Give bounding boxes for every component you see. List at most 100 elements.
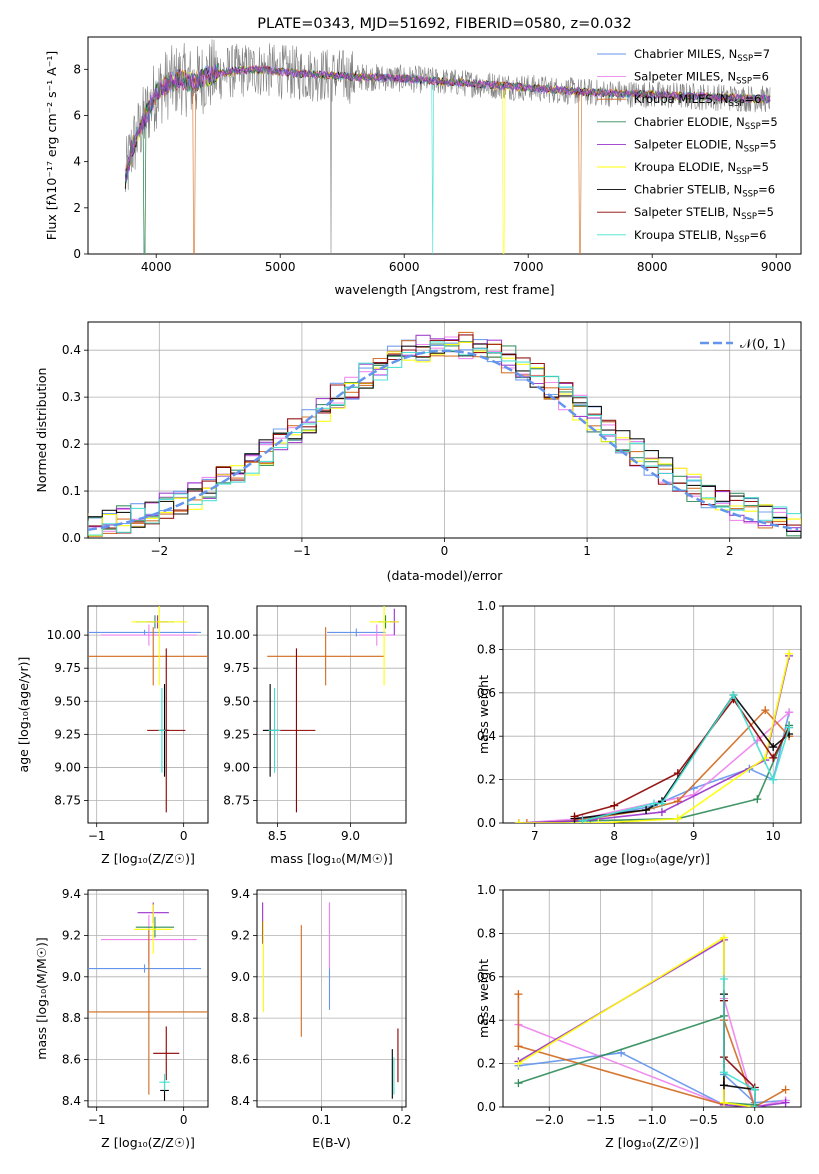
age_vs_mass-ytick-label: 9.00 (223, 760, 250, 774)
spectrum-title: PLATE=0343, MJD=51692, FIBERID=0580, z=0… (257, 16, 631, 32)
legend-entry-count: =6 (752, 70, 769, 84)
massweight_vs_age-marker (785, 649, 794, 658)
massweight_vs_Z-ytick-label: 0.4 (477, 1013, 496, 1027)
mass_vs_ebv-ytick-label: 9.2 (231, 928, 250, 942)
massweight_vs_age-marker (673, 769, 682, 778)
mass_vs_Z-ytick-label: 9.0 (62, 970, 81, 984)
legend-entry-count: =6 (749, 228, 766, 242)
mass_vs_ebv-plot-area (262, 902, 399, 1099)
age_vs_Z-frame (87, 605, 209, 824)
massweight_vs_age-marker (769, 743, 778, 752)
massweight_vs_age-marker (785, 708, 794, 717)
legend-entry-name: Chabrier MILES, N (634, 47, 737, 61)
massweight_vs_Z-marker (514, 1042, 523, 1051)
mass_vs_Z-plot-area (88, 902, 208, 1101)
massweight_vs_Z-ytick-label: 0.6 (477, 970, 496, 984)
legend-entry-sub: SSP (736, 77, 752, 87)
legend-entry-name: Salpeter MILES, N (634, 70, 736, 84)
legend-entry-sub: SSP (744, 144, 760, 154)
legend-entry-1: Chabrier MILES, NSSP=7 (634, 47, 770, 64)
age_vs_mass-ytick-label: 9.50 (223, 694, 250, 708)
spectrum-xtick-label: 6000 (389, 260, 420, 274)
mass_vs_Z-ytick-label: 9.4 (62, 887, 81, 901)
spectrum-xtick-label: 9000 (761, 260, 792, 274)
spectrum-ytick-label: 4 (73, 155, 81, 169)
legend-entry-sub: SSP (745, 122, 761, 132)
spectrum-frame (87, 36, 802, 255)
massweight_vs_Z-marker (719, 1098, 728, 1107)
residual-histogram-8 (88, 334, 801, 534)
legend-entry-sub: SSP (736, 167, 752, 177)
massweight_vs_age-ytick-label: 0.6 (477, 686, 496, 700)
observed-spectrum (124, 39, 771, 254)
spectrum-xtick-label: 4000 (141, 260, 172, 274)
spectrum-xlabel: wavelength [Angstrom, rest frame] (334, 282, 554, 297)
massweight_vs_age-xlabel: age [log₁₀(age/yr)] (594, 851, 710, 866)
massweight_vs_Z-marker (781, 1098, 790, 1107)
massweight_vs_age-axes: 7 8 9 10 0.0 0.2 0.4 0.6 0.8 1.0 (477, 599, 802, 843)
massweight_vs_age-marker (514, 819, 523, 823)
legend-entry-name: Kroupa MILES, N (634, 92, 729, 106)
mass_vs_ebv-ytick-label: 9.0 (231, 970, 250, 984)
age_vs_mass-plot-area (262, 606, 399, 813)
mass_vs_Z-ylabel: mass [log₁₀(M/M☉)] (34, 937, 49, 1059)
mass_vs_Z-ytick-label: 8.6 (62, 1052, 81, 1066)
massweight_vs_Z-ytick-label: 0.8 (477, 926, 496, 940)
residual-histogram-9 (88, 341, 801, 536)
massweight_vs_age-marker (657, 799, 666, 808)
massweight_vs_Z-ytick-label: 1.0 (477, 883, 496, 897)
legend-entry-count: =5 (760, 137, 777, 151)
mass_vs_ebv-axes: 0.1 0.2 8.4 8.6 8.8 9.0 9.2 9.4 (231, 887, 412, 1127)
mass_vs_ebv-frame (256, 889, 407, 1108)
residuals-ytick-label: 0.3 (62, 390, 81, 404)
legend-entry-2: Salpeter MILES, NSSP=6 (634, 70, 769, 87)
massweight_vs_age-frame (502, 605, 802, 824)
massweight_vs_age-marker (594, 819, 603, 823)
legend-entry-sub: SSP (734, 235, 750, 245)
massweight_vs_age-ytick-label: 0.2 (477, 773, 496, 787)
mass_vs_ebv-ytick-label: 8.6 (231, 1052, 250, 1066)
massweight_vs_age-ytick-label: 0.4 (477, 729, 496, 743)
legend-entry-4: Chabrier ELODIE, NSSP=5 (634, 115, 778, 132)
mass_vs_ebv-xlabel: E(B-V) (312, 1135, 351, 1150)
age_vs_mass-ytick-label: 9.25 (223, 727, 250, 741)
age_vs_mass-ytick-label: 9.75 (223, 661, 250, 675)
massweight_vs_age-ytick-label: 0.8 (477, 642, 496, 656)
age_vs_Z-ytick-label: 9.50 (54, 694, 81, 708)
age_vs_mass-ytick-label: 8.75 (223, 794, 250, 808)
age_vs_Z-ylabel: age [log₁₀(age/yr)] (16, 657, 31, 773)
massweight_vs_Z-series-6 (517, 936, 755, 1107)
residuals-ytick-label: 0.2 (62, 437, 81, 451)
age_vs_Z-xtick-label: 0 (180, 829, 188, 843)
massweight_vs_Z-marker (719, 1068, 728, 1077)
spectrum-ytick-label: 0 (73, 247, 81, 261)
massweight_vs_Z-marker (514, 1079, 523, 1088)
massweight_vs_age-ytick-label: 1.0 (477, 599, 496, 613)
massweight_vs_age-ylabel: mass weight (476, 675, 491, 754)
age_vs_mass-xtick-label: 9.0 (341, 829, 360, 843)
massweight_vs_age-marker (610, 801, 619, 810)
legend-entry-6: Kroupa ELODIE, NSSP=5 (634, 160, 769, 177)
spectrum-ytick-label: 8 (73, 62, 81, 76)
massweight_vs_Z-xtick-label: −1.0 (637, 1113, 666, 1127)
spectrum-ytick-label: 2 (73, 201, 81, 215)
massweight_vs_Z-marker (750, 1085, 759, 1094)
residuals-axes: −2 −1 0 1 2 0.0 0.1 0.2 0.3 0.4 (62, 321, 802, 558)
legend-entry-count: =7 (753, 47, 770, 61)
massweight_vs_age-marker (673, 814, 682, 823)
massweight_vs_Z-ytick-label: 0.2 (477, 1057, 496, 1071)
massweight_vs_age-marker (649, 799, 658, 808)
age_vs_mass-frame (256, 605, 407, 824)
legend-entry-name: Kroupa ELODIE, N (634, 160, 736, 174)
spectrum-xtick-label: 8000 (637, 260, 668, 274)
age_vs_mass-xlabel: mass [log₁₀(M/M☉)] (270, 851, 392, 866)
mass_vs_Z-xtick-label: 0 (180, 1113, 188, 1127)
spectrum-ytick-label: 6 (73, 108, 81, 122)
massweight_vs_age-xtick-label: 7 (531, 829, 539, 843)
legend-entry-name: Chabrier STELIB, N (634, 183, 742, 197)
legend-entry-count: =6 (758, 183, 775, 197)
massweight_vs_age-marker (578, 816, 587, 823)
age_vs_Z-xtick-label: −1 (88, 829, 106, 843)
